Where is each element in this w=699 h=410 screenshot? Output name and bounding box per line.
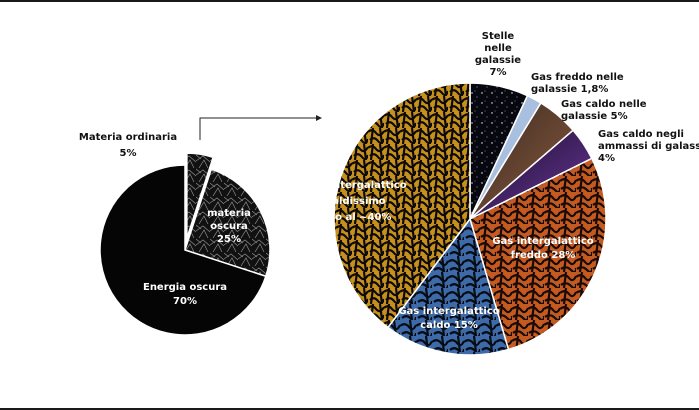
slice-label-line: Gas caldo nelle <box>561 99 647 110</box>
slice-label-line: fino al ~40% <box>321 212 392 223</box>
pie-slice <box>99 164 267 336</box>
pie-slice <box>469 157 607 351</box>
slice-label: Gas intergalattico caldissimo fino al ~40% <box>305 180 406 223</box>
slice-label-line: caldo 15% <box>420 320 478 331</box>
slice-label-line: materia <box>207 208 251 219</box>
slice-label-line: galassie 5% <box>561 111 628 122</box>
slice-label-line: 25% <box>217 234 241 245</box>
slice-label: Gas intergalattico caldo 15% <box>398 306 499 331</box>
slice-label-line: Materia ordinaria <box>79 132 177 143</box>
connector-line <box>199 117 316 140</box>
slice-label-line: nelle <box>484 43 512 54</box>
slice-label-line: 4% <box>598 153 615 164</box>
slice-label-line: 5% <box>120 148 137 159</box>
pie-slice <box>186 152 215 239</box>
slice-label: Gas freddo nelle galassie 1,8% <box>531 72 624 95</box>
slice-label-line: caldissimo <box>326 196 385 207</box>
slice-label: Gas intergalattico freddo 28% <box>492 236 593 261</box>
slice-label-line: Stelle <box>482 31 515 42</box>
slice-label-line: Gas caldo negli <box>598 129 684 140</box>
slice-label-line: freddo 28% <box>511 250 576 261</box>
pie-slice <box>333 82 471 329</box>
slice-label: Energia oscura 70% <box>143 282 227 307</box>
slice-label-line: 7% <box>490 67 507 78</box>
slice-label-line: 70% <box>173 296 197 307</box>
slice-label-line: Energia oscura <box>143 282 227 293</box>
slice-label-line: ammassi di galassie <box>598 141 699 152</box>
pie-slice <box>386 217 510 356</box>
slice-label-line: Gas freddo nelle <box>531 72 624 83</box>
slice-label: materia oscura 25% <box>207 208 251 245</box>
slice-label-line: Gas intergalattico <box>305 180 406 191</box>
slice-label-line: Gas intergalattico <box>492 236 593 247</box>
slice-label-line: galassie 1,8% <box>531 84 608 95</box>
slice-label: Gas caldo nelle galassie 5% <box>561 99 647 122</box>
connector-arrowhead <box>316 115 322 121</box>
slice-label-line: galassie <box>475 55 521 66</box>
slice-label-line: oscura <box>210 221 248 232</box>
pie-slice <box>184 168 271 278</box>
slice-label-line: Gas intergalattico <box>398 306 499 317</box>
slice-label: Materia ordinaria 5% <box>79 132 177 159</box>
slice-label: Stelle nelle galassie 7% <box>475 31 521 78</box>
